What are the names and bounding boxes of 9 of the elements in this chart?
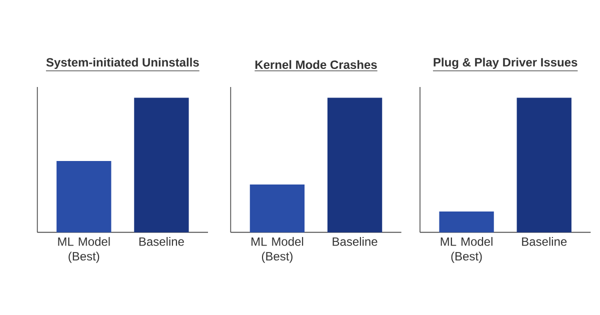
x-tick-label: Baseline (139, 237, 184, 246)
chart-title: Plug & Play Driver Issues (434, 58, 578, 69)
x-tick-label: ML Model (Best) (58, 237, 110, 263)
chart-title: System-initiated Uninstalls (46, 58, 199, 69)
x-tick-label: Baseline (522, 237, 567, 246)
x-tick-label: Baseline (332, 237, 378, 246)
x-tick-label: ML Model (Best) (440, 237, 492, 263)
x-tick-label: ML Model (Best) (252, 237, 304, 263)
chart-title: Kernel Mode Crashes (255, 60, 377, 69)
